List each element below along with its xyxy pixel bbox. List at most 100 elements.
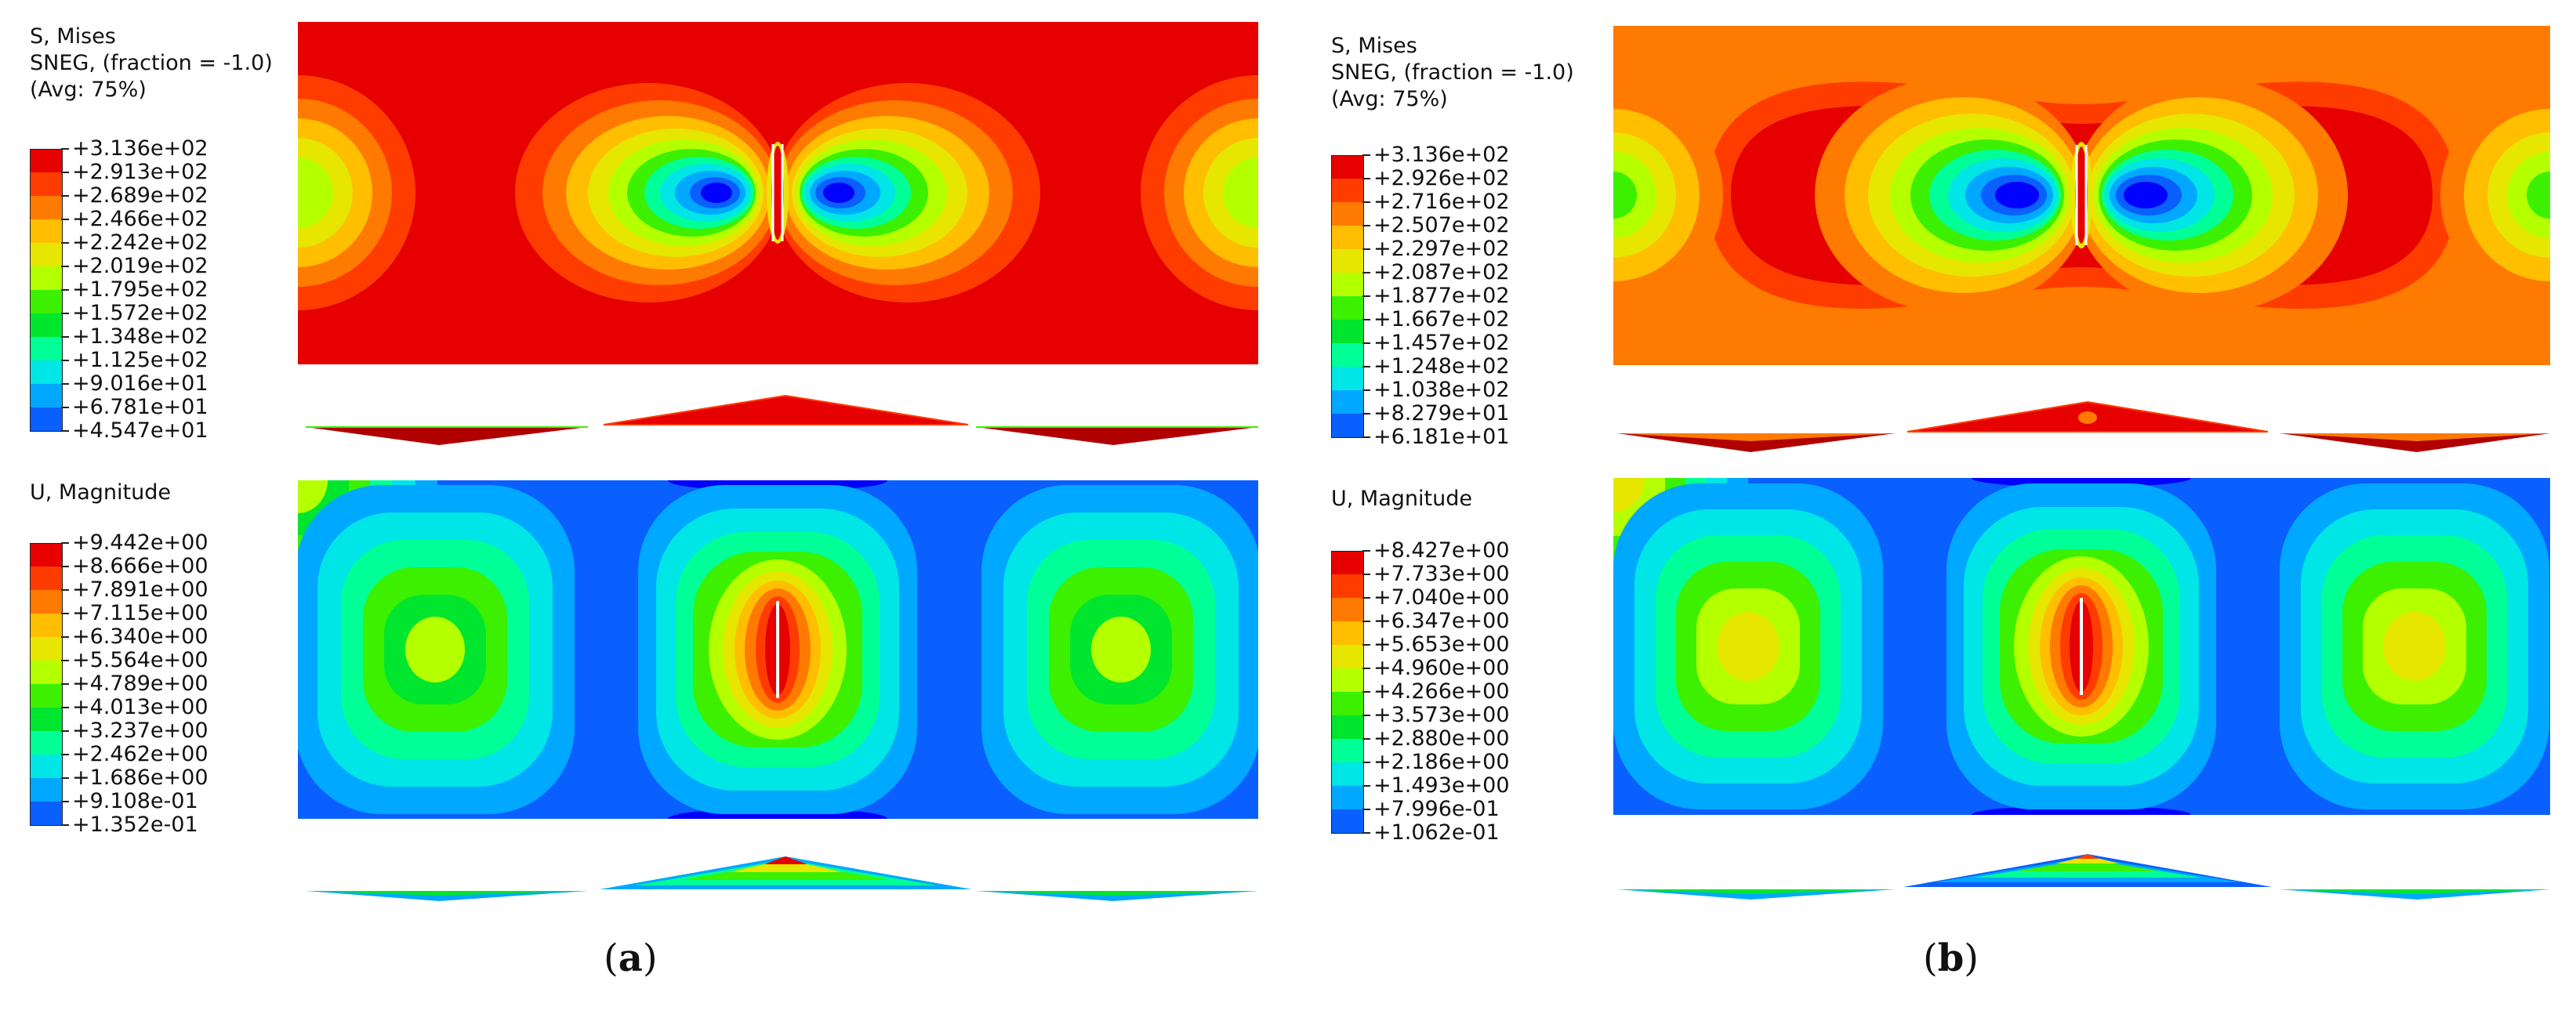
legend-tick (61, 360, 69, 361)
legend-label: +1.795e+02 (72, 277, 209, 302)
legend-tick (61, 195, 69, 197)
legend-tick (61, 172, 69, 173)
legend-tick (61, 613, 69, 614)
legend-swatch (30, 337, 63, 360)
legend-tick (61, 589, 69, 591)
stress-contour-plot (1613, 26, 2550, 365)
legend-swatch (30, 661, 63, 684)
legend-label: +1.667e+02 (1373, 307, 1510, 331)
legend-swatch (30, 708, 63, 731)
stress-contour-plot (298, 22, 1258, 364)
legend-label: +9.108e-01 (72, 789, 198, 813)
legend-label: +8.279e+01 (1373, 401, 1510, 425)
legend-label: +4.013e+00 (72, 695, 209, 719)
caption-letter: a (618, 936, 643, 980)
legend-tick (61, 219, 69, 220)
stress-deformed-section (306, 392, 1258, 451)
caption-open-paren: ( (604, 936, 619, 980)
legend-label: +3.136e+02 (72, 136, 209, 161)
displacement-contour-plot (1613, 478, 2550, 815)
legend-swatch (1331, 551, 1364, 575)
caption-close-paren: ) (642, 936, 658, 980)
legend-swatch (30, 637, 63, 661)
legend-label: +2.926e+02 (1373, 166, 1510, 190)
legend-label: +4.547e+01 (72, 418, 209, 443)
legend-swatch (1331, 296, 1364, 320)
legend-tick (1362, 785, 1370, 787)
legend-label: +3.237e+00 (72, 719, 209, 743)
legend-swatch (30, 778, 63, 802)
legend-tick (1362, 715, 1370, 716)
legend-swatch (30, 543, 63, 567)
legend-label: +1.062e-01 (1373, 820, 1500, 845)
legend-tick (1362, 342, 1370, 344)
legend-tick (1362, 389, 1370, 391)
legend-swatch (30, 360, 63, 384)
legend-swatch (1331, 367, 1364, 390)
legend-label: +3.136e+02 (1373, 143, 1510, 167)
legend-label: +1.125e+02 (72, 348, 209, 372)
legend-label: +2.087e+02 (1373, 260, 1510, 284)
legend-label: +3.573e+00 (1373, 703, 1510, 727)
legend-label: +2.466e+02 (72, 207, 209, 231)
legend-tick (1362, 550, 1370, 552)
legend-swatch (1331, 739, 1364, 762)
legend-tick (1362, 366, 1370, 367)
legend-tick (61, 242, 69, 244)
legend-swatch (30, 684, 63, 708)
legend-swatch (30, 731, 63, 755)
legend-tick (1362, 225, 1370, 226)
legend-label: +2.297e+02 (1373, 237, 1510, 261)
legend-swatch (1331, 202, 1364, 226)
legend-tick (1362, 738, 1370, 740)
legend-label: +7.115e+00 (72, 601, 209, 625)
legend-tick (1362, 621, 1370, 622)
legend-tick (1362, 413, 1370, 414)
legend-tick (61, 336, 69, 338)
legend-tick (61, 707, 69, 708)
legend-label: +6.781e+01 (72, 395, 209, 419)
panel-caption: (a) (604, 936, 658, 980)
legend-label: +1.457e+02 (1373, 331, 1510, 355)
legend-swatch (1331, 414, 1364, 438)
caption-close-paren: ) (1964, 936, 1979, 980)
legend-label: +7.733e+00 (1373, 562, 1510, 586)
legend-tick (61, 730, 69, 732)
panel-a: S, Mises SNEG, (fraction = -1.0) (Avg: 7… (30, 22, 1258, 980)
legend-swatch (30, 149, 63, 173)
legend-tick (61, 777, 69, 779)
legend-label: +2.019e+02 (72, 254, 209, 278)
legend-swatch (1331, 320, 1364, 343)
legend-label: +8.427e+00 (1373, 538, 1510, 563)
caption-letter: b (1937, 936, 1965, 980)
legend-tick (1362, 691, 1370, 693)
legend-swatch (1331, 390, 1364, 414)
legend-label: +6.347e+00 (1373, 609, 1510, 633)
displacement-legend-title: U, Magnitude (30, 480, 171, 505)
legend-label: +1.348e+02 (72, 324, 209, 349)
legend-tick (1362, 832, 1370, 834)
legend-tick (61, 683, 69, 685)
legend-tick (61, 289, 69, 291)
panel-caption: (b) (1923, 936, 1979, 980)
displacement-legend-title: U, Magnitude (1331, 487, 1472, 511)
legend-tick (1362, 574, 1370, 575)
legend-tick (1362, 154, 1370, 156)
legend-swatch (1331, 762, 1364, 786)
legend-tick (61, 313, 69, 314)
legend-label: +7.040e+00 (1373, 585, 1510, 610)
legend-label: +1.572e+02 (72, 301, 209, 325)
legend-tick (1362, 295, 1370, 297)
legend-label: +1.493e+00 (1373, 773, 1510, 798)
legend-swatch (30, 266, 63, 290)
legend-swatch (30, 614, 63, 637)
legend-label: +2.507e+02 (1373, 213, 1510, 237)
legend-label: +4.266e+00 (1373, 679, 1510, 704)
legend-tick (1362, 597, 1370, 599)
legend-tick (1362, 436, 1370, 438)
legend-tick (61, 542, 69, 544)
stress-deformed-section (1617, 396, 2550, 458)
legend-label: +2.186e+00 (1373, 750, 1510, 774)
legend-label: +1.877e+02 (1373, 284, 1510, 308)
legend-label: +4.789e+00 (72, 672, 209, 696)
